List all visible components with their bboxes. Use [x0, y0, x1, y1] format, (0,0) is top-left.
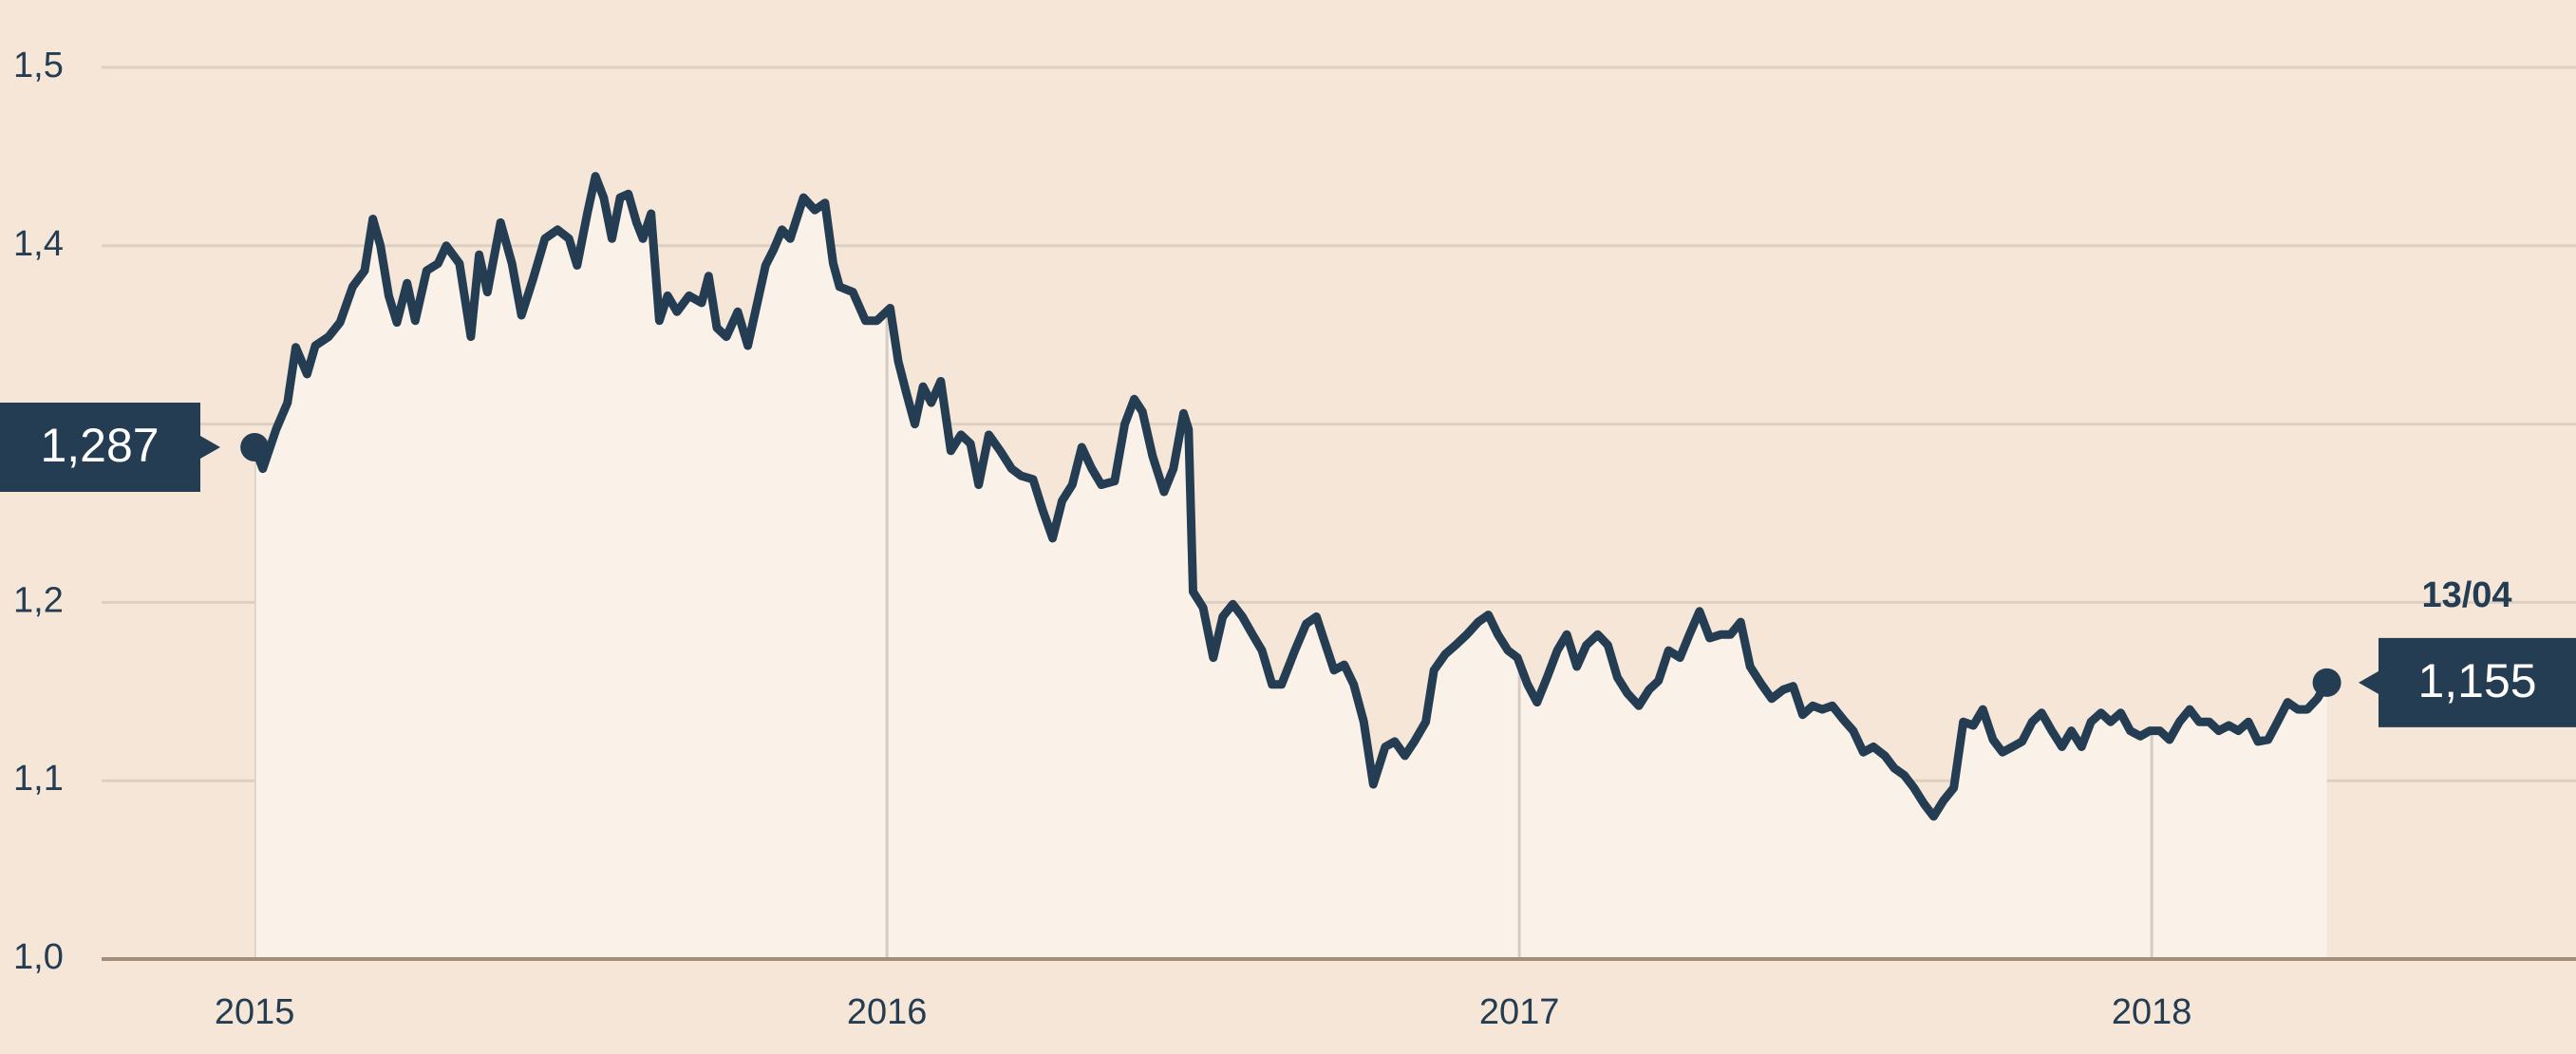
y-tick-label: 1,0 — [13, 937, 64, 977]
x-tick-label: 2016 — [847, 992, 928, 1032]
area — [254, 176, 2327, 960]
start-point — [240, 433, 270, 462]
end-label: 1,155 — [2417, 654, 2536, 707]
y-tick-label: 1,5 — [13, 46, 64, 85]
x-tick-label: 2015 — [215, 992, 295, 1032]
series-line — [250, 172, 2332, 821]
start-label: 1,287 — [40, 419, 159, 472]
end-label-box — [2359, 637, 2576, 727]
start-label-box — [0, 403, 220, 493]
y-tick-label: 1,1 — [13, 759, 64, 799]
x-tick-label: 2017 — [1479, 992, 1560, 1032]
end-date-label: 13/04 — [2421, 575, 2511, 615]
end-point — [2312, 668, 2341, 697]
y-tick-label: 1,2 — [13, 580, 64, 620]
x-tick-label: 2018 — [2112, 992, 2192, 1032]
y-tick-label: 1,4 — [13, 224, 64, 264]
